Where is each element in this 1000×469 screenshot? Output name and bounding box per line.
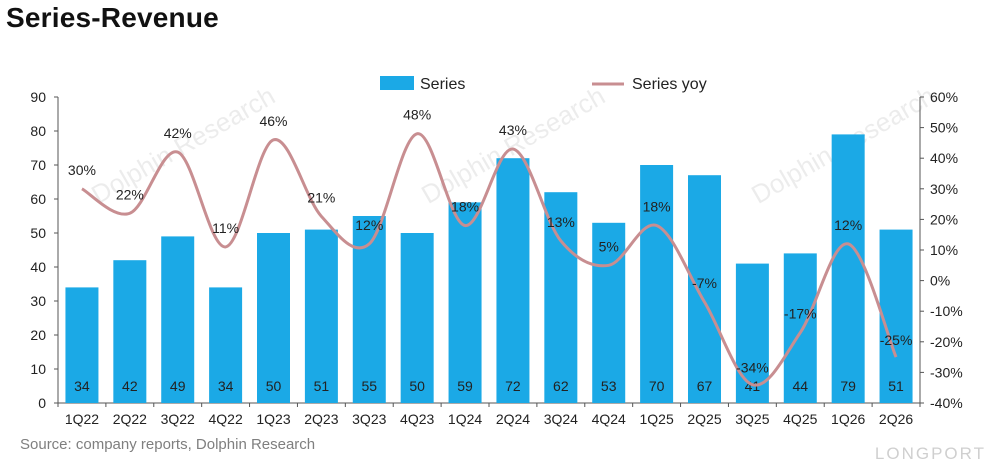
yoy-value-label: -25% [880, 332, 913, 348]
x-tick-label: 4Q24 [592, 411, 626, 427]
legend-bar-label: Series [420, 76, 465, 93]
yoy-value-label: 18% [643, 199, 671, 215]
bar-value-label: 51 [314, 378, 330, 394]
bar [496, 158, 530, 403]
y-tick-label: 80 [30, 123, 46, 139]
legend-line-label: Series yoy [632, 76, 707, 93]
y2-tick-label: 50% [930, 120, 958, 136]
yoy-value-label: 12% [834, 217, 862, 233]
y-tick-label: 0 [38, 395, 46, 411]
bar-value-label: 50 [409, 378, 425, 394]
yoy-value-label: 42% [164, 125, 192, 141]
yoy-value-label: 22% [116, 186, 144, 202]
bar [783, 253, 817, 403]
bar [257, 233, 290, 403]
y2-tick-label: -30% [930, 364, 963, 380]
x-tick-label: 2Q26 [879, 411, 913, 427]
x-tick-label: 4Q25 [783, 411, 817, 427]
bar-value-label: 55 [361, 378, 377, 394]
brand-watermark: LONGPORT [874, 444, 986, 463]
bar [113, 260, 147, 403]
bar [592, 222, 626, 403]
y2-tick-label: 40% [930, 150, 958, 166]
bar-value-label: 79 [840, 378, 856, 394]
yoy-value-label: 46% [259, 113, 287, 129]
yoy-value-label: -7% [692, 275, 717, 291]
legend-bar-swatch [380, 76, 414, 90]
y-tick-label: 70 [30, 157, 46, 173]
yoy-value-label: 48% [403, 107, 431, 123]
yoy-value-label: 13% [547, 214, 575, 230]
y-tick-label: 50 [30, 225, 46, 241]
x-tick-label: 1Q25 [639, 411, 673, 427]
bar-value-label: 44 [792, 378, 808, 394]
bar-value-label: 72 [505, 378, 521, 394]
bar [65, 287, 99, 403]
bar-value-label: 49 [170, 378, 186, 394]
yoy-line [81, 132, 898, 387]
y2-tick-label: 60% [930, 89, 958, 105]
bar [400, 233, 434, 403]
yoy-value-label: 18% [451, 199, 479, 215]
x-tick-label: 2Q25 [687, 411, 721, 427]
x-tick-label: 3Q24 [544, 411, 578, 427]
x-tick-label: 4Q23 [400, 411, 434, 427]
bar [688, 175, 721, 403]
x-tick-label: 1Q24 [448, 411, 482, 427]
yoy-value-label: 12% [355, 217, 383, 233]
bar-value-label: 34 [218, 378, 234, 394]
bar [831, 134, 865, 403]
y2-tick-label: -40% [930, 395, 963, 411]
y2-tick-label: -10% [930, 303, 963, 319]
yoy-value-label: 5% [599, 238, 619, 254]
x-tick-label: 3Q25 [735, 411, 769, 427]
bar-value-label: 34 [74, 378, 90, 394]
bar-value-label: 67 [697, 378, 713, 394]
bar-value-label: 70 [649, 378, 665, 394]
bar-value-label: 42 [122, 378, 138, 394]
x-tick-label: 2Q24 [496, 411, 530, 427]
y2-tick-label: 10% [930, 242, 958, 258]
bar-value-label: 53 [601, 378, 617, 394]
bar-value-label: 51 [888, 378, 904, 394]
x-tick-label: 2Q23 [304, 411, 338, 427]
bar [544, 192, 578, 403]
bar [304, 229, 338, 403]
x-tick-label: 1Q22 [65, 411, 99, 427]
bar [161, 236, 195, 403]
bar [209, 287, 243, 403]
y2-tick-label: -20% [930, 334, 963, 350]
y2-tick-label: 0% [930, 273, 950, 289]
yoy-value-label: 21% [307, 189, 335, 205]
bar [448, 202, 482, 403]
yoy-value-label: -34% [736, 360, 769, 376]
x-tick-label: 3Q22 [161, 411, 195, 427]
yoy-value-label: 11% [212, 220, 239, 236]
x-tick-label: 4Q22 [208, 411, 242, 427]
yoy-value-label: -17% [784, 306, 817, 322]
y-tick-label: 20 [30, 327, 46, 343]
bar-value-label: 59 [457, 378, 473, 394]
bar [879, 229, 913, 403]
y2-tick-label: 30% [930, 181, 958, 197]
y-tick-label: 30 [30, 293, 46, 309]
y-tick-label: 40 [30, 259, 46, 275]
bar-value-label: 62 [553, 378, 569, 394]
source-note: Source: company reports, Dolphin Researc… [20, 436, 316, 453]
bar [640, 165, 674, 403]
y2-tick-label: 20% [930, 211, 958, 227]
x-tick-label: 1Q26 [831, 411, 865, 427]
y-tick-label: 10 [30, 361, 46, 377]
x-tick-label: 2Q22 [113, 411, 147, 427]
yoy-value-label: 30% [68, 162, 96, 178]
bar-value-label: 50 [266, 378, 282, 394]
bar [735, 263, 769, 403]
y-tick-label: 60 [30, 191, 46, 207]
x-tick-label: 1Q23 [256, 411, 290, 427]
yoy-value-label: 43% [499, 122, 527, 138]
x-tick-label: 3Q23 [352, 411, 386, 427]
chart-title: Series-Revenue [6, 2, 219, 33]
y-tick-label: 90 [30, 89, 46, 105]
